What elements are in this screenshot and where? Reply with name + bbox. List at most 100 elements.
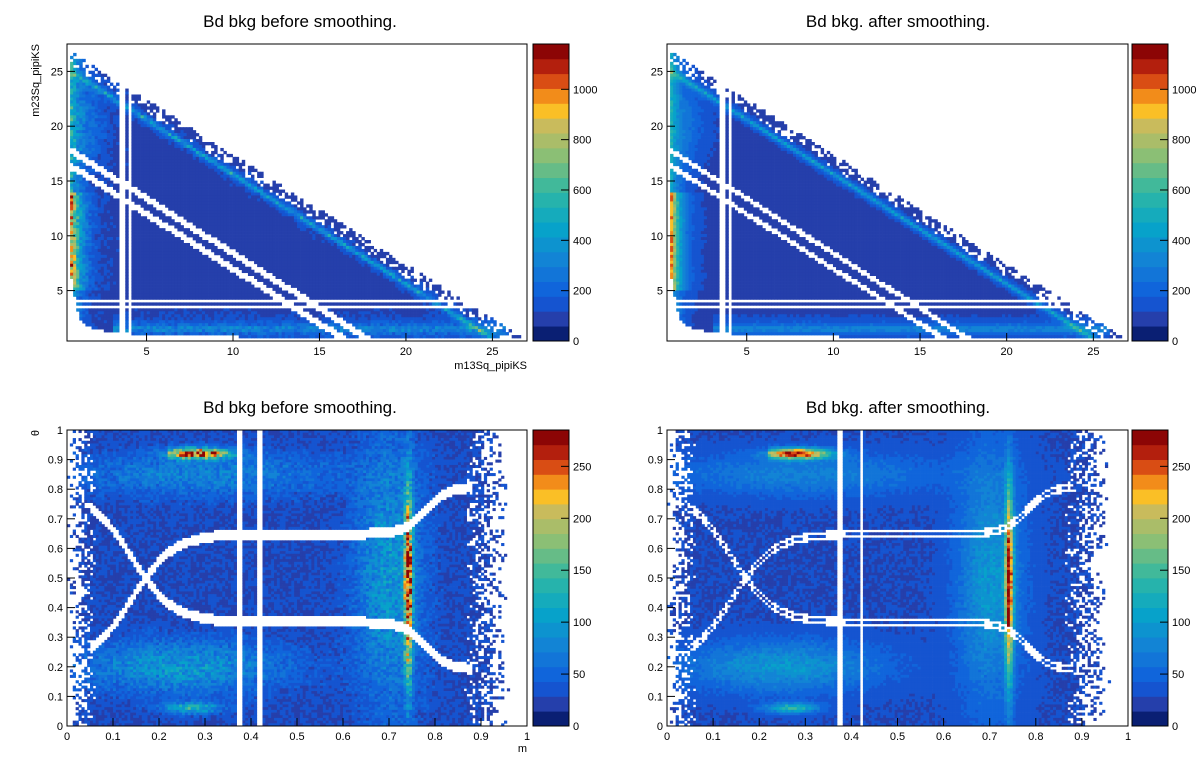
heatmap-cell xyxy=(333,242,338,247)
heatmap-cell xyxy=(238,231,243,235)
heatmap-cell xyxy=(376,302,381,306)
heatmap-cell xyxy=(324,228,329,232)
heatmap-cell xyxy=(106,213,111,217)
heatmap-cell xyxy=(131,136,135,140)
heatmap-cell xyxy=(201,240,206,244)
heatmap-cell xyxy=(266,257,270,262)
heatmap-cell xyxy=(159,165,163,170)
heatmap-cell xyxy=(79,91,83,95)
heatmap-cell xyxy=(134,213,138,217)
heatmap-cell xyxy=(103,302,108,306)
heatmap-cell xyxy=(91,281,95,285)
heatmap-cell xyxy=(333,308,338,312)
heatmap-cell xyxy=(134,269,138,274)
heatmap-cell xyxy=(189,266,194,271)
heatmap-cell xyxy=(306,293,310,297)
heatmap-cell xyxy=(217,153,221,158)
heatmap-cell xyxy=(318,242,322,247)
heatmap-cell xyxy=(100,91,105,95)
heatmap-cell xyxy=(269,260,273,265)
heatmap-cell xyxy=(134,278,138,282)
chart-panel-1: Bd bkg before smoothing.5 10 15 20 255101520… xyxy=(30,12,597,372)
heatmap-cell xyxy=(137,174,141,178)
heatmap-cell xyxy=(103,130,108,134)
heatmap-cell xyxy=(251,213,255,217)
heatmap-cell xyxy=(177,195,181,199)
heatmap-cell xyxy=(404,284,408,288)
heatmap-cell xyxy=(106,144,111,149)
heatmap-cell xyxy=(220,213,224,217)
heatmap-cell xyxy=(349,290,353,294)
heatmap-cell xyxy=(100,189,105,193)
heatmap-cell xyxy=(238,183,243,187)
heatmap-cell xyxy=(106,180,111,184)
heatmap-cell xyxy=(165,127,169,131)
heatmap-cell xyxy=(367,284,371,288)
heatmap-cell xyxy=(76,201,80,205)
heatmap-cell xyxy=(165,231,169,235)
heatmap-cell xyxy=(330,260,335,265)
heatmap-cell xyxy=(100,308,105,312)
heatmap-cell xyxy=(146,130,151,134)
heatmap-cell xyxy=(76,76,80,80)
heatmap-cell xyxy=(198,314,203,318)
heatmap-cell xyxy=(195,278,200,282)
heatmap-cell xyxy=(94,144,99,149)
heatmap-cell xyxy=(152,302,157,306)
heatmap-cell xyxy=(109,180,114,184)
heatmap-cell xyxy=(76,67,80,72)
heatmap-cell xyxy=(192,234,197,238)
heatmap-cell xyxy=(272,183,276,187)
heatmap-cell xyxy=(333,281,338,285)
heatmap-cell xyxy=(257,257,261,262)
heatmap-cell xyxy=(109,153,114,158)
heatmap-cell xyxy=(214,248,218,253)
heatmap-cell xyxy=(180,272,184,277)
heatmap-cell xyxy=(140,245,145,250)
heatmap-cell xyxy=(205,260,209,265)
heatmap-cell xyxy=(284,290,289,294)
heatmap-cell xyxy=(91,85,95,89)
heatmap-cell xyxy=(152,254,157,259)
heatmap-cell xyxy=(171,219,175,223)
heatmap-cell xyxy=(131,266,135,271)
heatmap-cell xyxy=(88,118,92,122)
heatmap-cell xyxy=(235,156,240,161)
heatmap-cell xyxy=(152,275,157,279)
heatmap-cell xyxy=(290,195,295,199)
heatmap-cell xyxy=(208,287,212,291)
heatmap-cell xyxy=(131,293,135,297)
heatmap-cell xyxy=(266,219,270,223)
heatmap-cell xyxy=(134,210,138,214)
heatmap-cell xyxy=(401,287,405,291)
heatmap-cell xyxy=(91,201,95,205)
heatmap-cell xyxy=(100,234,105,238)
heatmap-cell xyxy=(79,159,83,164)
heatmap-cell xyxy=(211,311,215,315)
heatmap-cell xyxy=(318,269,322,274)
heatmap-cell xyxy=(247,311,252,315)
heatmap-cell xyxy=(201,165,206,170)
heatmap-cell xyxy=(131,231,135,235)
heatmap-cell xyxy=(330,219,335,223)
heatmap-cell xyxy=(159,142,163,146)
heatmap-cell xyxy=(177,171,181,176)
heatmap-cell xyxy=(220,237,224,241)
heatmap-cell xyxy=(244,240,249,244)
heatmap-cell xyxy=(370,266,375,271)
heatmap-cell xyxy=(251,293,255,297)
heatmap-cell xyxy=(413,308,417,312)
heatmap-cell xyxy=(82,192,86,196)
heatmap-cell xyxy=(358,269,362,274)
heatmap-cell xyxy=(229,162,233,167)
heatmap-cell xyxy=(235,180,240,184)
heatmap-cell xyxy=(134,103,138,107)
heatmap-cell xyxy=(192,150,197,155)
heatmap-cell xyxy=(361,281,365,285)
heatmap-cell xyxy=(180,150,184,155)
heatmap-cell xyxy=(186,311,191,315)
heatmap-cell xyxy=(251,245,255,250)
heatmap-cell xyxy=(303,248,307,253)
heatmap-cell xyxy=(106,225,111,229)
heatmap-cell xyxy=(146,254,151,259)
